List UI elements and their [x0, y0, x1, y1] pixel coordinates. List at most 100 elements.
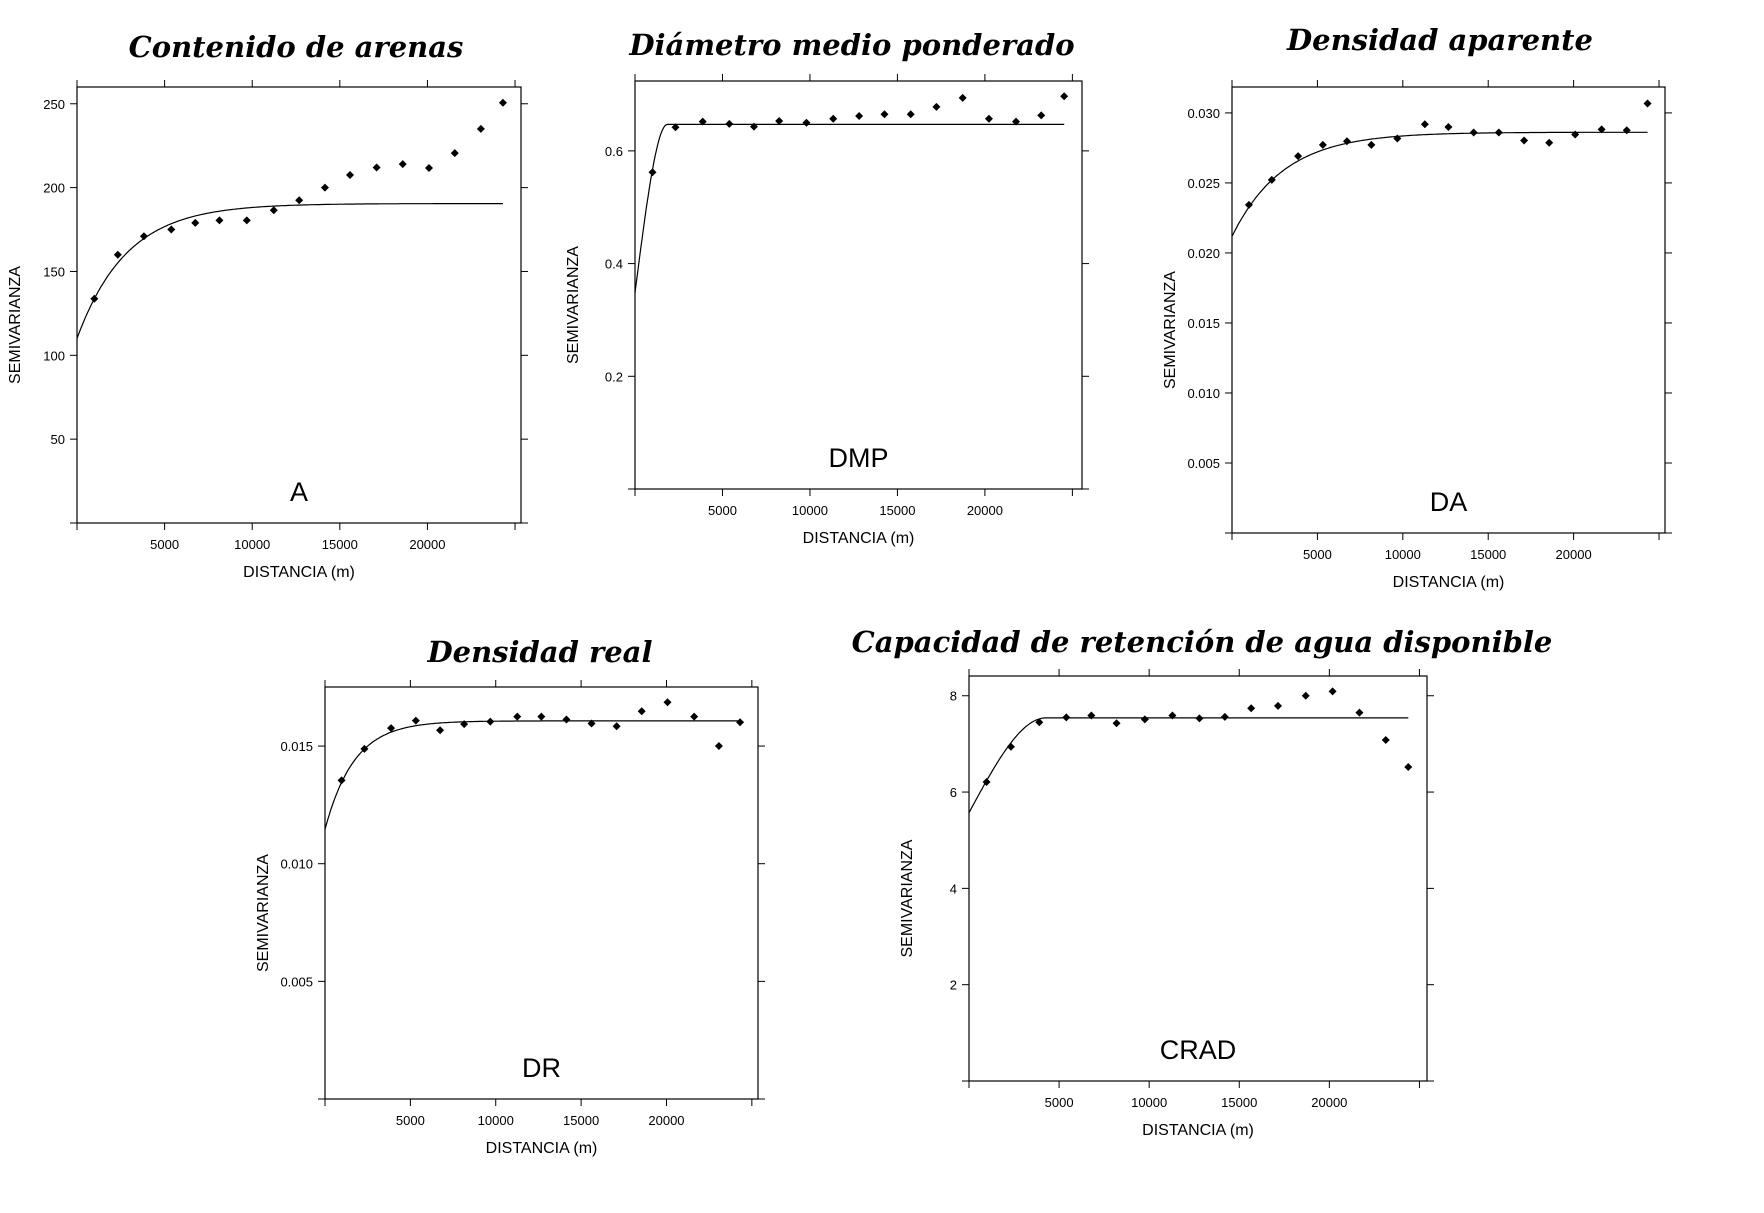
- fitted-model-line: [76, 203, 503, 339]
- data-point: [1367, 140, 1376, 149]
- data-point: [1062, 713, 1071, 722]
- data-point: [113, 250, 122, 259]
- data-point: [1012, 117, 1021, 126]
- y-tick-label: 0.2: [605, 369, 623, 384]
- y-tick-label: 0.015: [280, 739, 313, 754]
- chart-title: Capacidad de retención de agua disponibl…: [852, 625, 1553, 659]
- x-tick-label: 15000: [322, 537, 358, 552]
- x-tick-label: 5000: [1045, 1095, 1074, 1110]
- data-point: [932, 102, 941, 111]
- y-tick-label: 4: [950, 881, 957, 896]
- data-point: [295, 196, 304, 205]
- y-tick-label: 50: [51, 432, 65, 447]
- data-point: [387, 724, 396, 733]
- fitted-model-line: [324, 720, 741, 830]
- data-point: [648, 168, 657, 177]
- data-point: [1035, 718, 1044, 727]
- data-point: [1318, 140, 1327, 149]
- data-point: [612, 722, 621, 731]
- panel-label: DR: [522, 1053, 561, 1083]
- data-point: [398, 160, 407, 169]
- data-point: [1112, 719, 1121, 728]
- y-axis-label: SEMIVARIANZA: [255, 854, 272, 972]
- data-point: [1643, 99, 1652, 108]
- data-point: [1571, 130, 1580, 139]
- y-tick-label: 0.4: [605, 257, 623, 272]
- panel-label: A: [290, 477, 308, 507]
- data-point: [411, 716, 420, 725]
- data-point: [1037, 111, 1046, 120]
- x-tick-label: 10000: [478, 1113, 514, 1128]
- x-tick-label: 15000: [563, 1113, 599, 1128]
- data-point: [1294, 152, 1303, 161]
- data-point: [320, 183, 329, 192]
- data-point: [436, 726, 445, 735]
- data-point: [513, 712, 522, 721]
- x-tick-label: 5000: [150, 537, 179, 552]
- data-point: [736, 718, 745, 727]
- x-tick-label: 10000: [234, 537, 270, 552]
- data-point: [1273, 701, 1282, 710]
- data-point: [1342, 137, 1351, 146]
- plot-frame: [968, 675, 1428, 1082]
- x-tick-label: 20000: [1311, 1095, 1347, 1110]
- x-tick-label: 5000: [396, 1113, 425, 1128]
- fitted-model-line: [634, 123, 1065, 293]
- data-point: [1622, 126, 1631, 135]
- x-axis-label: DISTANCIA (m): [803, 530, 915, 547]
- data-point: [1404, 763, 1413, 772]
- data-point: [337, 776, 346, 785]
- data-point: [1444, 123, 1453, 132]
- data-point: [714, 742, 723, 751]
- y-tick-label: 200: [43, 181, 65, 196]
- data-point: [1140, 715, 1149, 724]
- x-tick-label: 20000: [409, 537, 445, 552]
- y-tick-label: 0.015: [1187, 316, 1220, 331]
- x-tick-label: 15000: [1221, 1095, 1257, 1110]
- data-point: [663, 698, 672, 707]
- data-point: [498, 98, 507, 107]
- y-tick-label: 0.010: [1187, 386, 1220, 401]
- data-point: [1220, 712, 1229, 721]
- data-point: [1301, 691, 1310, 700]
- data-point: [191, 218, 200, 227]
- y-tick-label: 0.030: [1187, 106, 1220, 121]
- y-tick-label: 250: [43, 97, 65, 112]
- x-tick-label: 15000: [879, 503, 915, 518]
- y-tick-label: 8: [950, 689, 957, 704]
- fitted-model-line: [968, 717, 1409, 814]
- data-point: [671, 123, 680, 132]
- data-point: [982, 777, 991, 786]
- variogram-panel-dmp: Diámetro medio ponderado 5000 10000 15000 20…: [565, 28, 1089, 547]
- data-point: [1244, 200, 1253, 209]
- data-point: [1247, 704, 1256, 713]
- data-point: [749, 122, 758, 131]
- data-point: [242, 216, 251, 225]
- data-point: [372, 163, 381, 172]
- x-axis-label: DISTANCIA (m): [1142, 1122, 1254, 1139]
- x-tick-label: 20000: [1556, 547, 1592, 562]
- data-point: [1355, 708, 1364, 717]
- variogram-panel-da: Densidad aparente 5000 10000 15000 20000 0.00…: [1162, 23, 1672, 591]
- x-tick-label: 20000: [648, 1113, 684, 1128]
- y-tick-label: 0.005: [280, 974, 313, 989]
- data-point: [269, 206, 278, 215]
- data-point: [1469, 128, 1478, 137]
- variogram-panel-crad: Capacidad de retención de agua disponibl…: [852, 625, 1553, 1139]
- data-point: [1168, 711, 1177, 720]
- plot-frame: [324, 686, 759, 1100]
- x-tick-label: 5000: [1303, 547, 1332, 562]
- data-point: [1597, 125, 1606, 134]
- plot-frame: [634, 80, 1083, 490]
- data-point: [476, 124, 485, 133]
- y-axis-label: SEMIVARIANZA: [1162, 271, 1179, 389]
- chart-title: Densidad aparente: [1286, 23, 1593, 57]
- data-point: [1494, 128, 1503, 137]
- data-point: [725, 119, 734, 128]
- panel-label: CRAD: [1160, 1035, 1237, 1065]
- x-axis-label: DISTANCIA (m): [486, 1140, 598, 1157]
- data-point: [1393, 134, 1402, 143]
- data-point: [345, 171, 354, 180]
- panel-label: DMP: [829, 443, 889, 473]
